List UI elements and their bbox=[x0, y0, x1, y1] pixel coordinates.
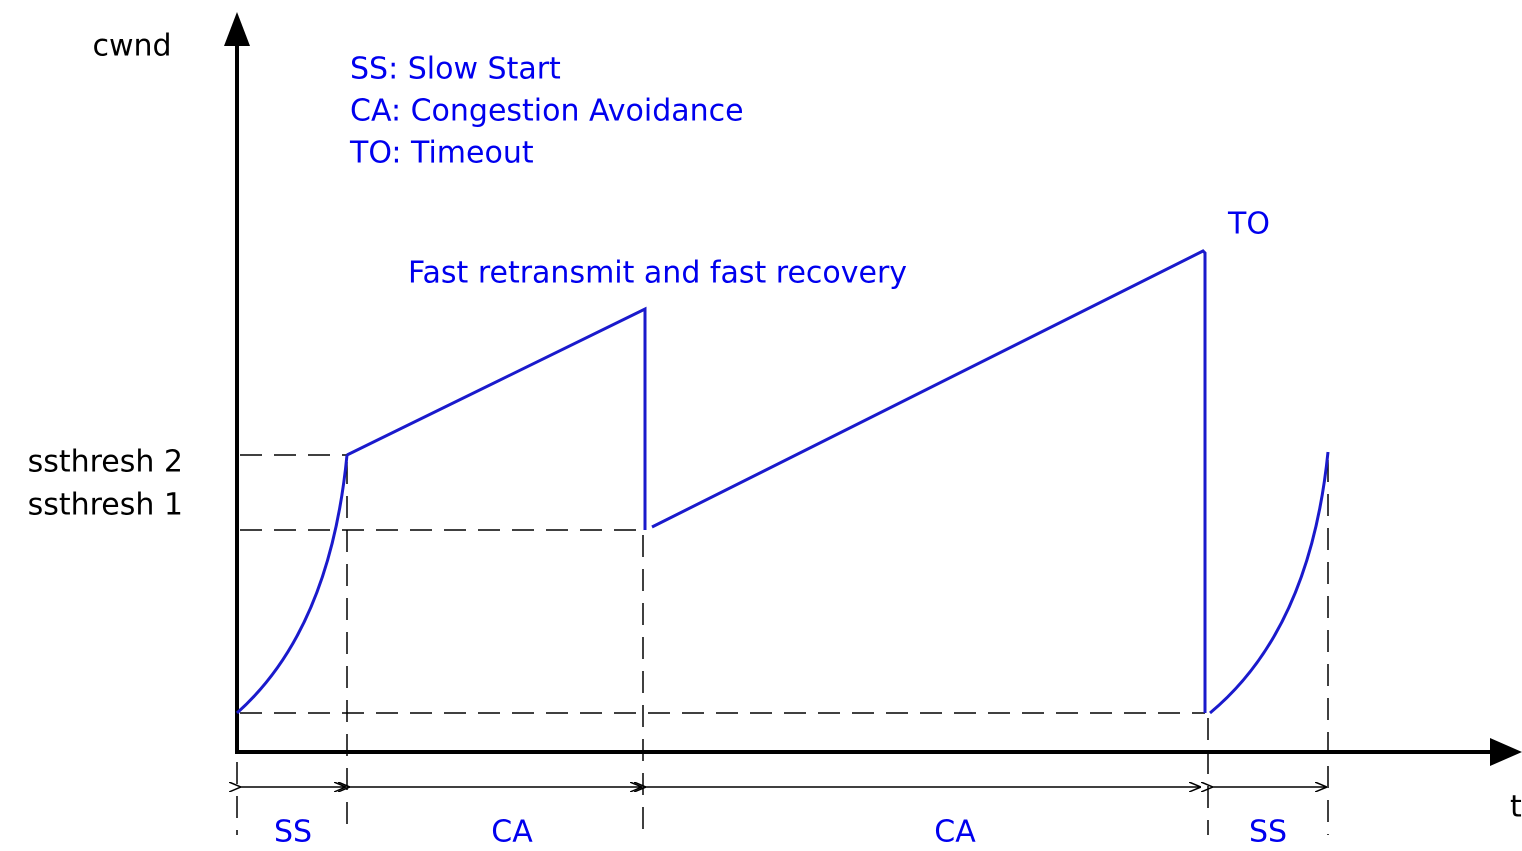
y-axis-label: cwnd bbox=[92, 29, 171, 64]
y-arrow bbox=[224, 12, 250, 46]
cwnd-curve bbox=[236, 249, 1330, 715]
threshold-label: ssthresh 2 bbox=[28, 445, 183, 480]
phase-label: SS bbox=[274, 815, 312, 850]
x-axis-label: t bbox=[1510, 790, 1522, 825]
legend-item: TO: Timeout bbox=[349, 136, 534, 171]
annotation: TO bbox=[1227, 207, 1270, 242]
legend-item: SS: Slow Start bbox=[350, 52, 561, 87]
annotation: Fast retransmit and fast recovery bbox=[408, 256, 907, 291]
phase-label: CA bbox=[934, 815, 976, 850]
legend-item: CA: Congestion Avoidance bbox=[350, 94, 744, 129]
guides bbox=[236, 454, 1329, 835]
threshold-label: ssthresh 1 bbox=[28, 488, 183, 523]
phase-label: SS bbox=[1249, 815, 1287, 850]
x-arrow bbox=[1490, 738, 1522, 766]
phase-label: CA bbox=[491, 815, 533, 850]
